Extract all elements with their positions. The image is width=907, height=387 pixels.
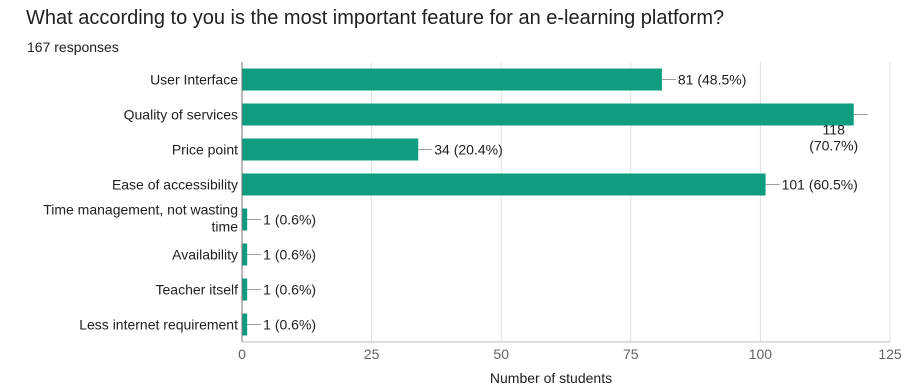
bar	[242, 138, 419, 161]
data-label: 34 (20.4%)	[434, 142, 502, 158]
bar	[242, 313, 248, 336]
x-tick-label: 0	[238, 346, 246, 362]
data-label: 1 (0.6%)	[263, 212, 316, 228]
category-label-line: time	[212, 219, 239, 235]
bar	[242, 243, 248, 266]
category-label: Price point	[172, 142, 238, 158]
category-label: Teacher itself	[156, 282, 239, 298]
category-label: User Interface	[150, 72, 238, 88]
x-tick-label: 100	[749, 346, 773, 362]
data-label: 1 (0.6%)	[263, 317, 316, 333]
data-label: 81 (48.5%)	[678, 72, 746, 88]
data-label: 1 (0.6%)	[263, 282, 316, 298]
data-label: 101 (60.5%)	[782, 177, 858, 193]
category-label: Time management, not wasting time	[43, 202, 238, 235]
bar	[242, 173, 766, 196]
data-label: 1 (0.6%)	[263, 247, 316, 263]
bar	[242, 103, 854, 126]
x-axis-title: Number of students	[490, 370, 612, 386]
bar	[242, 278, 248, 301]
data-label: 118 (70.7%)	[809, 122, 858, 154]
response-count: 167 responses	[27, 39, 119, 55]
bar	[242, 208, 248, 231]
x-tick-label: 125	[878, 346, 902, 362]
x-tick-label: 50	[493, 346, 509, 362]
category-label: Ease of accessibility	[112, 177, 238, 193]
chart-title: What according to you is the most import…	[26, 7, 725, 29]
category-label-line: Time management, not wasting	[43, 202, 238, 218]
data-label-line: (70.7%)	[809, 138, 858, 154]
category-label: Less internet requirement	[79, 317, 238, 333]
category-label: Quality of services	[124, 107, 238, 123]
data-label-line: 118	[823, 122, 846, 138]
x-tick-label: 25	[364, 346, 380, 362]
bar	[242, 68, 662, 91]
category-label: Availability	[172, 247, 238, 263]
x-tick-label: 75	[623, 346, 639, 362]
